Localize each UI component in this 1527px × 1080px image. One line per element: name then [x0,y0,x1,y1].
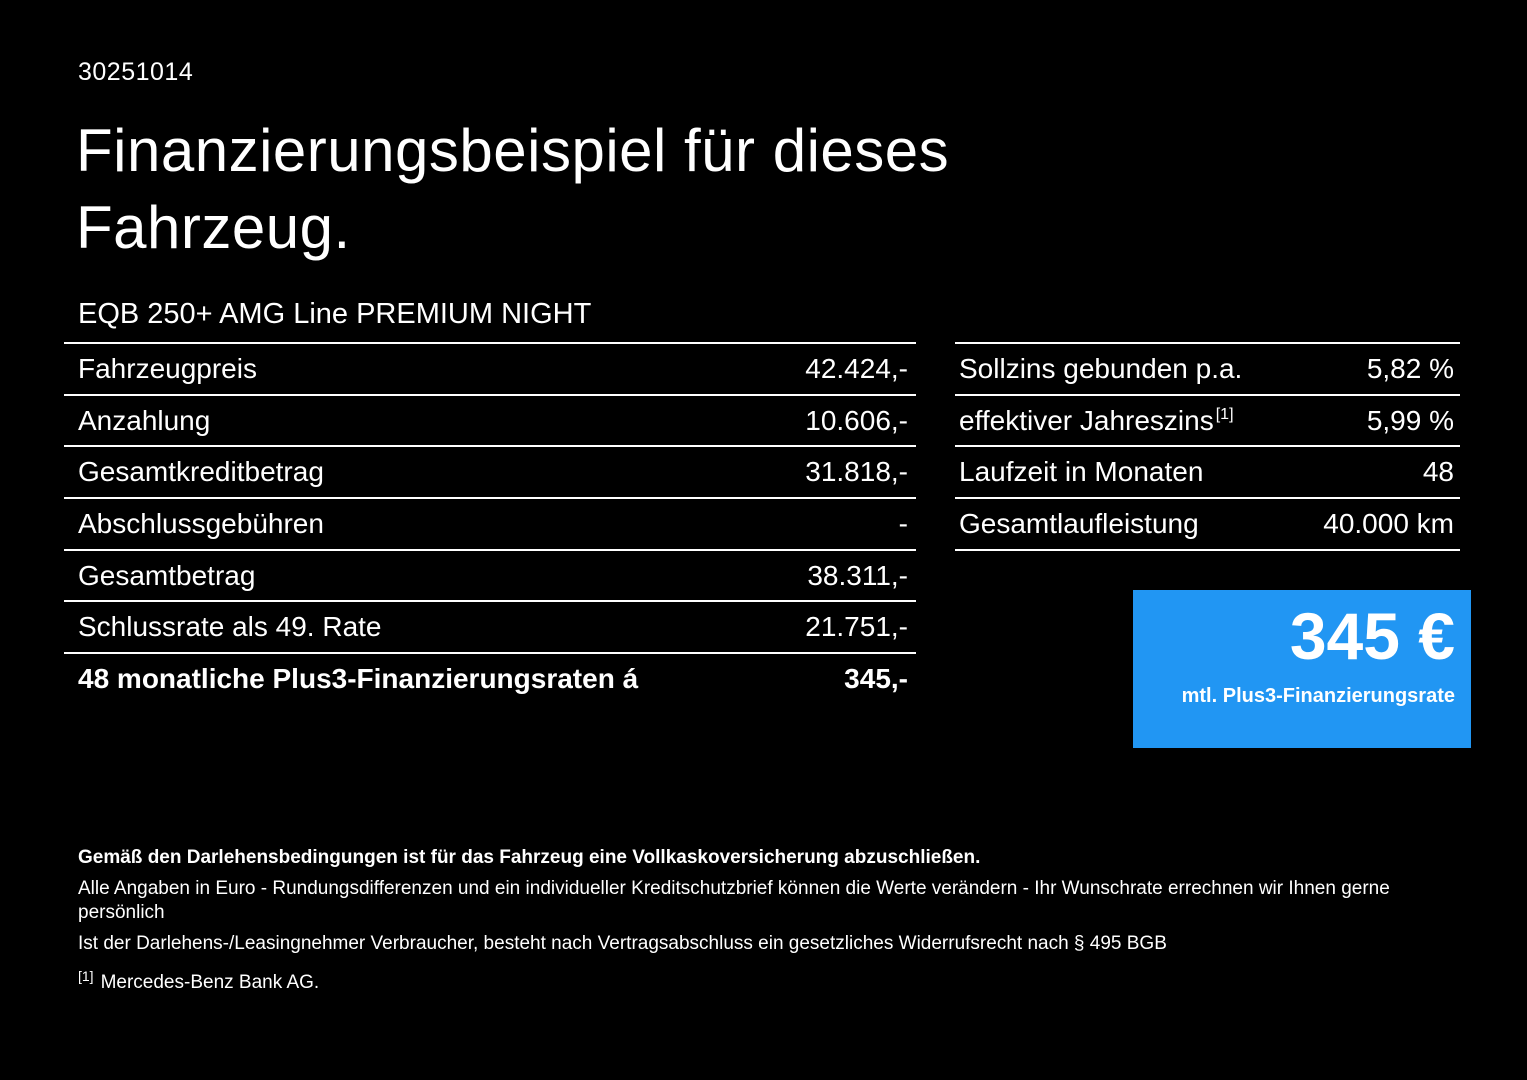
row-value: 31.818,- [805,456,908,488]
table-row-effektiver-jahreszins: effektiver Jahreszins [1] 5,99 % [955,393,1460,446]
row-label: Abschlussgebühren [78,507,324,539]
row-value: 48 [1422,456,1454,488]
page-title: Finanzierungsbeispiel für dieses Fahrzeu… [76,112,949,266]
row-value: 5,99 % [1366,404,1454,436]
row-value: - [898,507,908,539]
row-label: Gesamtbetrag [78,559,256,591]
row-value: 10.606,- [805,404,908,436]
footnote: [1] Mercedes-Benz Bank AG. [78,967,1458,995]
table-row-sollzins: Sollzins gebunden p.a. 5,82 % [955,342,1460,394]
disclaimer-note-1: Alle Angaben in Euro - Rundungsdifferenz… [78,878,1390,923]
page-title-line2: Fahrzeug. [76,194,351,261]
row-value: 40.000 km [1323,507,1454,539]
table-row-laufzeit: Laufzeit in Monaten 48 [955,445,1460,497]
monthly-rate-box: 345 € mtl. Plus3-Finanzierungsrate [1133,590,1471,748]
row-label: Schlussrate als 49. Rate [78,611,382,643]
table-row-gesamtkreditbetrag: Gesamtkreditbetrag 31.818,- [64,445,916,497]
row-label: Gesamtlaufleistung [959,507,1199,539]
row-label: Gesamtkreditbetrag [78,456,324,488]
table-row-monthly-rates: 48 monatliche Plus3-Finanzierungsraten á… [64,652,916,704]
row-value: 21.751,- [805,611,908,643]
footnote-ref: [1] [1215,406,1234,424]
row-label: 48 monatliche Plus3-Finanzierungsraten á [78,662,639,694]
table-row-gesamtbetrag: Gesamtbetrag 38.311,- [64,548,916,601]
row-label: Anzahlung [78,404,211,436]
row-value: 42.424,- [805,352,908,384]
insurance-note: Gemäß den Darlehensbedingungen ist für d… [78,847,981,868]
row-label: effektiver Jahreszins [1] [959,405,1234,437]
row-label: Sollzins gebunden p.a. [959,352,1243,384]
financing-table-left: Fahrzeugpreis 42.424,- Anzahlung 10.606,… [64,342,916,704]
footer-notes: Gemäß den Darlehensbedingungen ist für d… [78,846,1458,995]
row-label-text: effektiver Jahreszins [959,404,1214,436]
footnote-marker: [1] [78,967,94,984]
monthly-rate-amount: 345 € [1289,599,1455,673]
row-label: Laufzeit in Monaten [959,456,1204,488]
row-value: 5,82 % [1366,352,1454,384]
disclaimer-note-2: Ist der Darlehens-/Leasingnehmer Verbrau… [78,933,1167,954]
table-row-abschlussgebuehren: Abschlussgebühren - [64,497,916,549]
footnote-text: Mercedes-Benz Bank AG. [100,972,320,993]
table-row-schlussrate: Schlussrate als 49. Rate 21.751,- [64,600,916,652]
page-title-line1: Finanzierungsbeispiel für dieses [76,117,950,184]
table-row-gesamtlaufleistung: Gesamtlaufleistung 40.000 km [955,497,1460,549]
table-row-fahrzeugpreis: Fahrzeugpreis 42.424,- [64,342,916,394]
row-label: Fahrzeugpreis [78,352,257,384]
vehicle-name: EQB 250+ AMG Line PREMIUM NIGHT [78,298,592,330]
row-value: 345,- [844,662,908,694]
table-row-anzahlung: Anzahlung 10.606,- [64,393,916,446]
monthly-rate-caption: mtl. Plus3-Finanzierungsrate [1181,685,1455,707]
document-number: 30251014 [78,58,194,86]
row-value: 38.311,- [807,559,908,591]
financing-table-right: Sollzins gebunden p.a. 5,82 % effektiver… [955,342,1460,551]
